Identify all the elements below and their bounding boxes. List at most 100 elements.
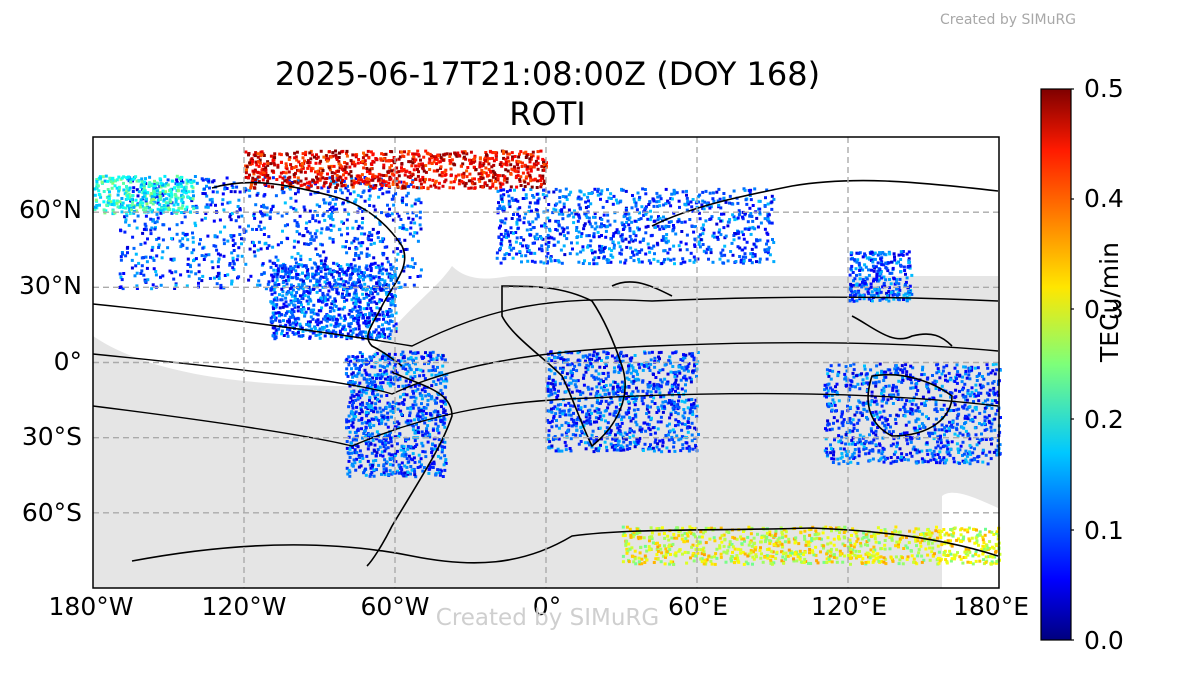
roti-point <box>212 276 216 280</box>
roti-point <box>591 365 594 369</box>
roti-point <box>633 445 637 449</box>
roti-point <box>566 422 570 426</box>
roti-point <box>169 257 173 261</box>
roti-point <box>211 190 215 194</box>
roti-point <box>379 373 383 377</box>
roti-point <box>282 285 286 288</box>
roti-point <box>885 456 889 460</box>
roti-point <box>674 404 678 408</box>
roti-point <box>964 458 968 462</box>
roti-point <box>388 433 391 437</box>
roti-point <box>612 392 616 396</box>
roti-point <box>546 389 550 393</box>
roti-point <box>596 390 600 394</box>
roti-point <box>624 411 628 415</box>
roti-point <box>551 378 555 382</box>
roti-point <box>385 313 389 316</box>
roti-point <box>622 415 626 419</box>
roti-point <box>967 413 971 417</box>
credit-text-top: Created by SIMuRG <box>940 12 1077 28</box>
roti-point <box>935 371 939 375</box>
roti-point <box>586 368 590 372</box>
roti-point <box>766 211 770 215</box>
roti-point <box>367 444 371 448</box>
roti-point <box>930 452 934 456</box>
roti-point <box>364 439 368 443</box>
roti-point <box>925 415 928 419</box>
roti-point <box>353 363 357 367</box>
roti-point <box>364 405 368 409</box>
roti-point <box>308 220 312 224</box>
roti-point <box>354 327 358 331</box>
roti-point <box>414 389 418 393</box>
roti-point <box>419 268 423 272</box>
roti-point <box>231 238 235 242</box>
roti-point <box>669 370 673 374</box>
roti-point <box>701 243 705 246</box>
roti-point <box>338 331 342 335</box>
roti-point <box>900 380 904 384</box>
roti-point <box>741 255 745 259</box>
roti-point <box>286 275 290 279</box>
roti-point <box>564 195 567 199</box>
roti-point <box>546 251 550 255</box>
roti-point <box>329 212 333 216</box>
roti-point <box>350 298 354 302</box>
roti-point <box>221 192 225 196</box>
roti-point <box>536 201 540 205</box>
roti-point <box>558 189 562 193</box>
roti-point <box>331 218 335 222</box>
roti-point <box>442 415 446 419</box>
roti-point <box>414 396 418 400</box>
roti-point <box>322 275 326 279</box>
roti-point <box>358 381 362 385</box>
roti-point <box>408 366 412 370</box>
roti-point <box>689 409 693 413</box>
roti-point <box>553 383 557 387</box>
roti-point <box>418 210 422 214</box>
roti-point <box>677 438 681 442</box>
roti-point <box>413 262 417 266</box>
roti-point <box>592 262 596 266</box>
roti-point <box>433 447 437 451</box>
roti-point <box>574 424 578 428</box>
roti-point <box>343 271 346 274</box>
roti-point <box>319 320 323 324</box>
roti-point <box>289 265 293 269</box>
roti-point <box>398 433 402 437</box>
roti-point <box>222 242 226 246</box>
roti-point <box>738 211 742 215</box>
roti-point <box>144 224 148 228</box>
roti-point <box>396 252 400 256</box>
roti-point <box>337 274 341 278</box>
roti-point <box>648 369 652 372</box>
roti-point <box>422 356 426 359</box>
roti-point <box>347 312 351 316</box>
roti-point <box>356 445 360 449</box>
roti-point <box>284 267 288 271</box>
roti-point <box>617 371 621 374</box>
roti-point <box>658 357 661 361</box>
roti-point <box>869 368 873 372</box>
roti-point <box>567 409 571 412</box>
roti-point <box>237 215 241 219</box>
roti-point <box>364 266 368 270</box>
roti-point <box>602 388 605 392</box>
roti-point <box>567 401 571 405</box>
roti-point <box>983 415 987 419</box>
roti-point <box>998 368 1002 372</box>
roti-point <box>697 211 701 215</box>
roti-point <box>374 275 378 279</box>
roti-point <box>320 262 323 265</box>
roti-point <box>671 428 675 432</box>
roti-point <box>673 190 677 194</box>
roti-point <box>335 320 339 324</box>
roti-point <box>581 245 585 249</box>
roti-point <box>277 327 281 331</box>
roti-point <box>350 441 354 445</box>
roti-point <box>963 365 967 369</box>
roti-point <box>634 442 637 446</box>
roti-point <box>363 271 366 275</box>
roti-point <box>342 272 346 276</box>
roti-point <box>701 190 705 194</box>
